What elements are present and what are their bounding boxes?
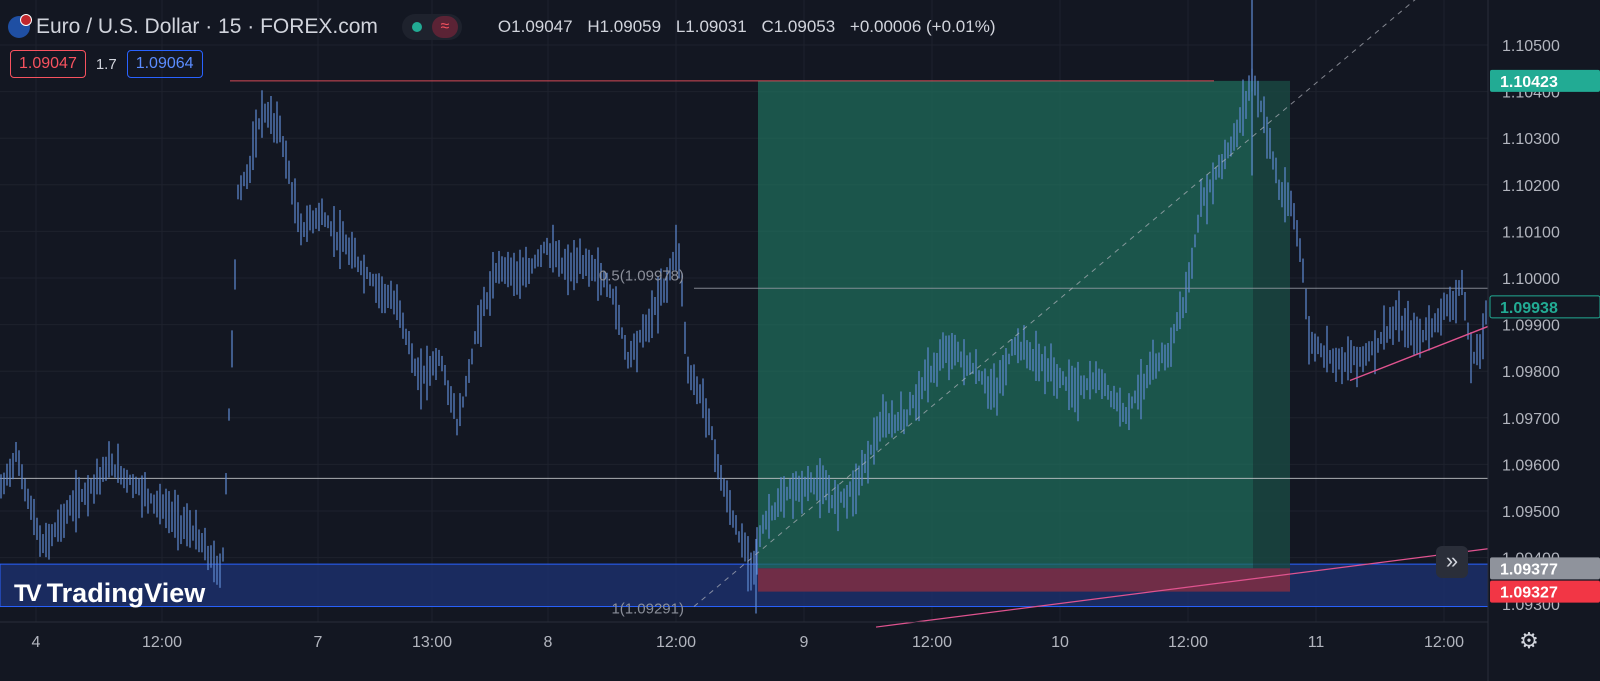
horizontal-lines [0,80,1488,479]
drawing-zones [0,80,1489,608]
target-zone-tail [1253,80,1290,569]
spread-value: 1.7 [95,55,117,73]
price-label-entry: 1.09377 [1500,561,1558,578]
time-tick-label: 10 [1051,634,1069,651]
time-tick-label: 12:00 [656,634,696,651]
fib-level-label: 0.5(1.09978) [599,267,684,284]
trendlines [693,0,1489,628]
buy-button[interactable]: 1.09064 [126,50,203,78]
time-axis[interactable]: 4 12:00 7 13:00 8 12:00 9 12:00 10 12:00 11 12:00 [0,621,1488,651]
price-label-last-bg [1489,295,1600,319]
chart-settings-icon[interactable]: ⚙ [1519,628,1539,653]
ohlc-readout: O1.09047 H1.09059 L1.09031 C1.09053 +0.0… [498,17,1006,37]
time-tick-label: 13:00 [412,634,452,651]
fib-level-label: 1(1.09291) [611,600,684,617]
logo-text: TradingView [46,578,206,608]
symbol-title[interactable]: Euro / U.S. Dollar · 15 · FOREX.com [36,15,378,38]
time-tick-label: 12:00 [912,634,952,651]
ohlc-high: H1.09059 [587,17,662,36]
ohlc-change: +0.00006 (+0.01%) [849,17,996,36]
stop-zone [758,568,1290,592]
data-status-icon: ≈ [431,16,458,38]
chart-header: Euro / U.S. Dollar · 15 · FOREX.com ≈ O1… [8,12,1005,42]
price-tick-label: 1.09500 [1502,504,1560,521]
ohlc-low: L1.09031 [675,17,747,36]
time-tick-label: 12:00 [142,634,182,651]
price-tick-label: 1.10500 [1502,38,1560,55]
time-tick-label: 12:00 [1168,634,1208,651]
price-tick-label: 1.09700 [1502,411,1560,428]
price-tick-label: 1.10200 [1502,178,1560,195]
time-tick-label: 9 [800,634,809,651]
quote-buttons: 1.09047 1.7 1.09064 [10,50,203,78]
market-open-icon [411,22,422,32]
tradingview-logo[interactable]: TV TradingView [14,578,205,609]
ohlc-close: C1.09053 [761,17,836,36]
time-tick-label: 8 [544,634,553,651]
price-tick-label: 1.10100 [1502,224,1560,241]
short-trend-line [1349,325,1489,382]
time-tick-label: 12:00 [1424,634,1464,651]
rising-support-line [875,548,1489,628]
tradingview-logo-icon: TV [14,579,42,607]
price-label-target: 1.10423 [1500,74,1558,91]
ohlc-open: O1.09047 [497,17,573,36]
price-tick-label: 1.10000 [1502,271,1560,288]
time-tick-label: 7 [314,634,323,651]
price-labels: 1.10423 1.09938 1.09377 1.09327 [1489,69,1600,603]
scroll-to-realtime-button[interactable]: » [1436,546,1468,578]
price-label-target-bg [1490,69,1600,92]
ohlc-bars [0,0,1487,614]
price-tick-label: 1.10300 [1502,131,1560,148]
fib-labels: 0.5(1.09978) 1(1.09291) [599,267,684,617]
price-label-last: 1.09938 [1500,300,1558,317]
time-tick-label: 11 [1308,634,1325,651]
sell-button[interactable]: 1.09047 [10,50,86,78]
price-label-stop: 1.09327 [1500,585,1558,602]
price-tick-label: 1.09900 [1502,318,1560,335]
price-label-stop-bg [1490,580,1600,603]
market-status[interactable]: ≈ [401,14,462,40]
price-tick-label: 1.09800 [1502,364,1560,381]
time-tick-label: 4 [32,634,41,651]
price-label-entry-bg [1490,557,1600,580]
price-tick-label: 1.09600 [1502,457,1560,474]
eurusd-flag-icon [8,14,32,38]
